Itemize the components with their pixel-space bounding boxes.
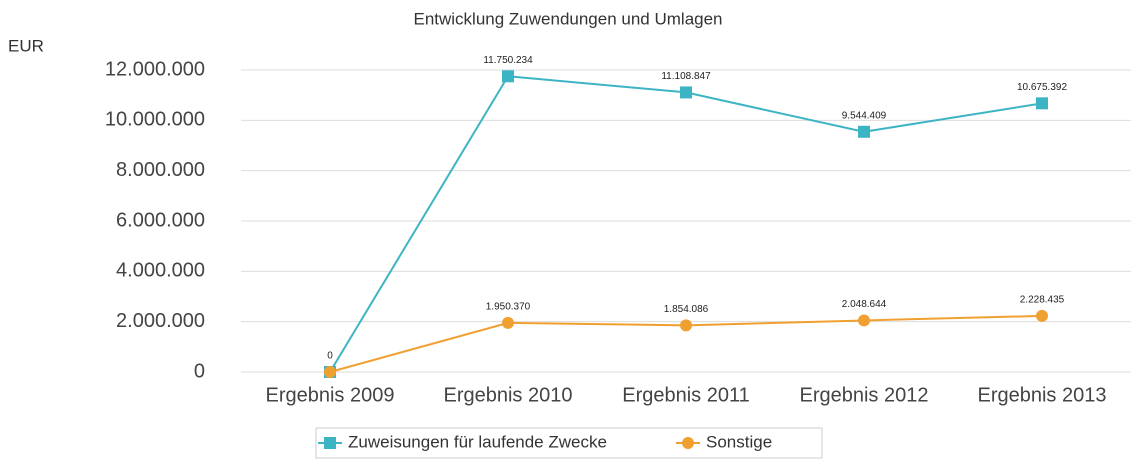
x-tick-label: Ergebnis 2013: [978, 384, 1107, 406]
legend-label: Zuweisungen für laufende Zwecke: [348, 432, 607, 451]
data-label: 0: [327, 351, 333, 362]
y-tick-label: 12.000.000: [105, 58, 205, 80]
marker: [680, 86, 692, 99]
marker: [502, 70, 514, 83]
y-tick-label: 2.000.000: [116, 310, 205, 332]
y-tick-label: 6.000.000: [116, 209, 205, 231]
chart-title: Entwicklung Zuwendungen und Umlagen: [413, 9, 722, 28]
y-tick-label: 10.000.000: [105, 109, 205, 131]
data-label: 11.750.234: [483, 55, 533, 66]
data-label: 1.950.370: [486, 302, 531, 313]
legend-box: [315, 427, 823, 459]
data-label: 2.228.435: [1020, 295, 1065, 306]
legend-marker: [682, 437, 694, 449]
x-tick-label: Ergebnis 2010: [444, 384, 573, 406]
y-tick-label: 4.000.000: [116, 260, 205, 282]
marker: [1036, 97, 1048, 110]
data-label: 11.108.847: [661, 71, 711, 82]
data-label: 2.048.644: [842, 299, 887, 310]
data-label: 1.854.086: [664, 304, 709, 315]
data-label: 10.675.392: [1017, 82, 1067, 93]
data-label: 9.544.409: [842, 110, 887, 121]
marker: [502, 316, 514, 329]
marker: [1036, 309, 1048, 322]
x-tick-label: Ergebnis 2012: [800, 384, 929, 406]
y-axis-label: EUR: [8, 36, 44, 55]
legend-label: Sonstige: [706, 432, 772, 451]
marker: [680, 319, 692, 332]
y-tick-label: 0: [194, 360, 205, 382]
x-tick-label: Ergebnis 2011: [622, 384, 750, 406]
legend-marker: [324, 437, 336, 449]
marker: [324, 366, 336, 378]
x-tick-label: Ergebnis 2009: [266, 384, 395, 406]
marker: [858, 125, 870, 138]
marker: [858, 314, 870, 327]
y-tick-label: 8.000.000: [116, 159, 205, 181]
